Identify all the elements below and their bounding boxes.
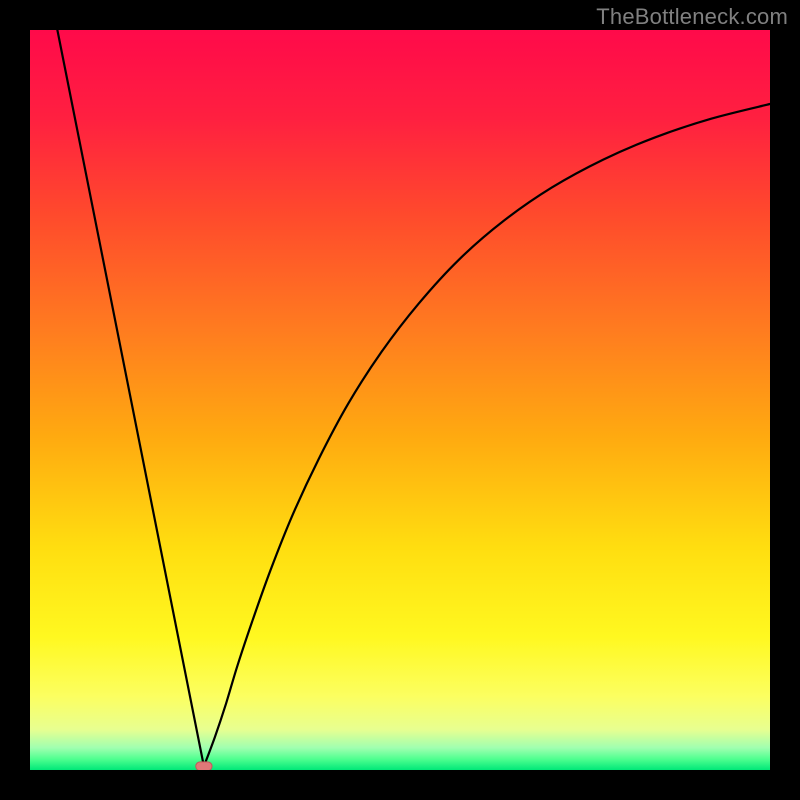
chart-gradient-background xyxy=(30,30,770,770)
chart-svg xyxy=(0,0,800,800)
valley-marker xyxy=(196,762,212,771)
bottleneck-chart: TheBottleneck.com xyxy=(0,0,800,800)
watermark-text: TheBottleneck.com xyxy=(596,4,788,30)
